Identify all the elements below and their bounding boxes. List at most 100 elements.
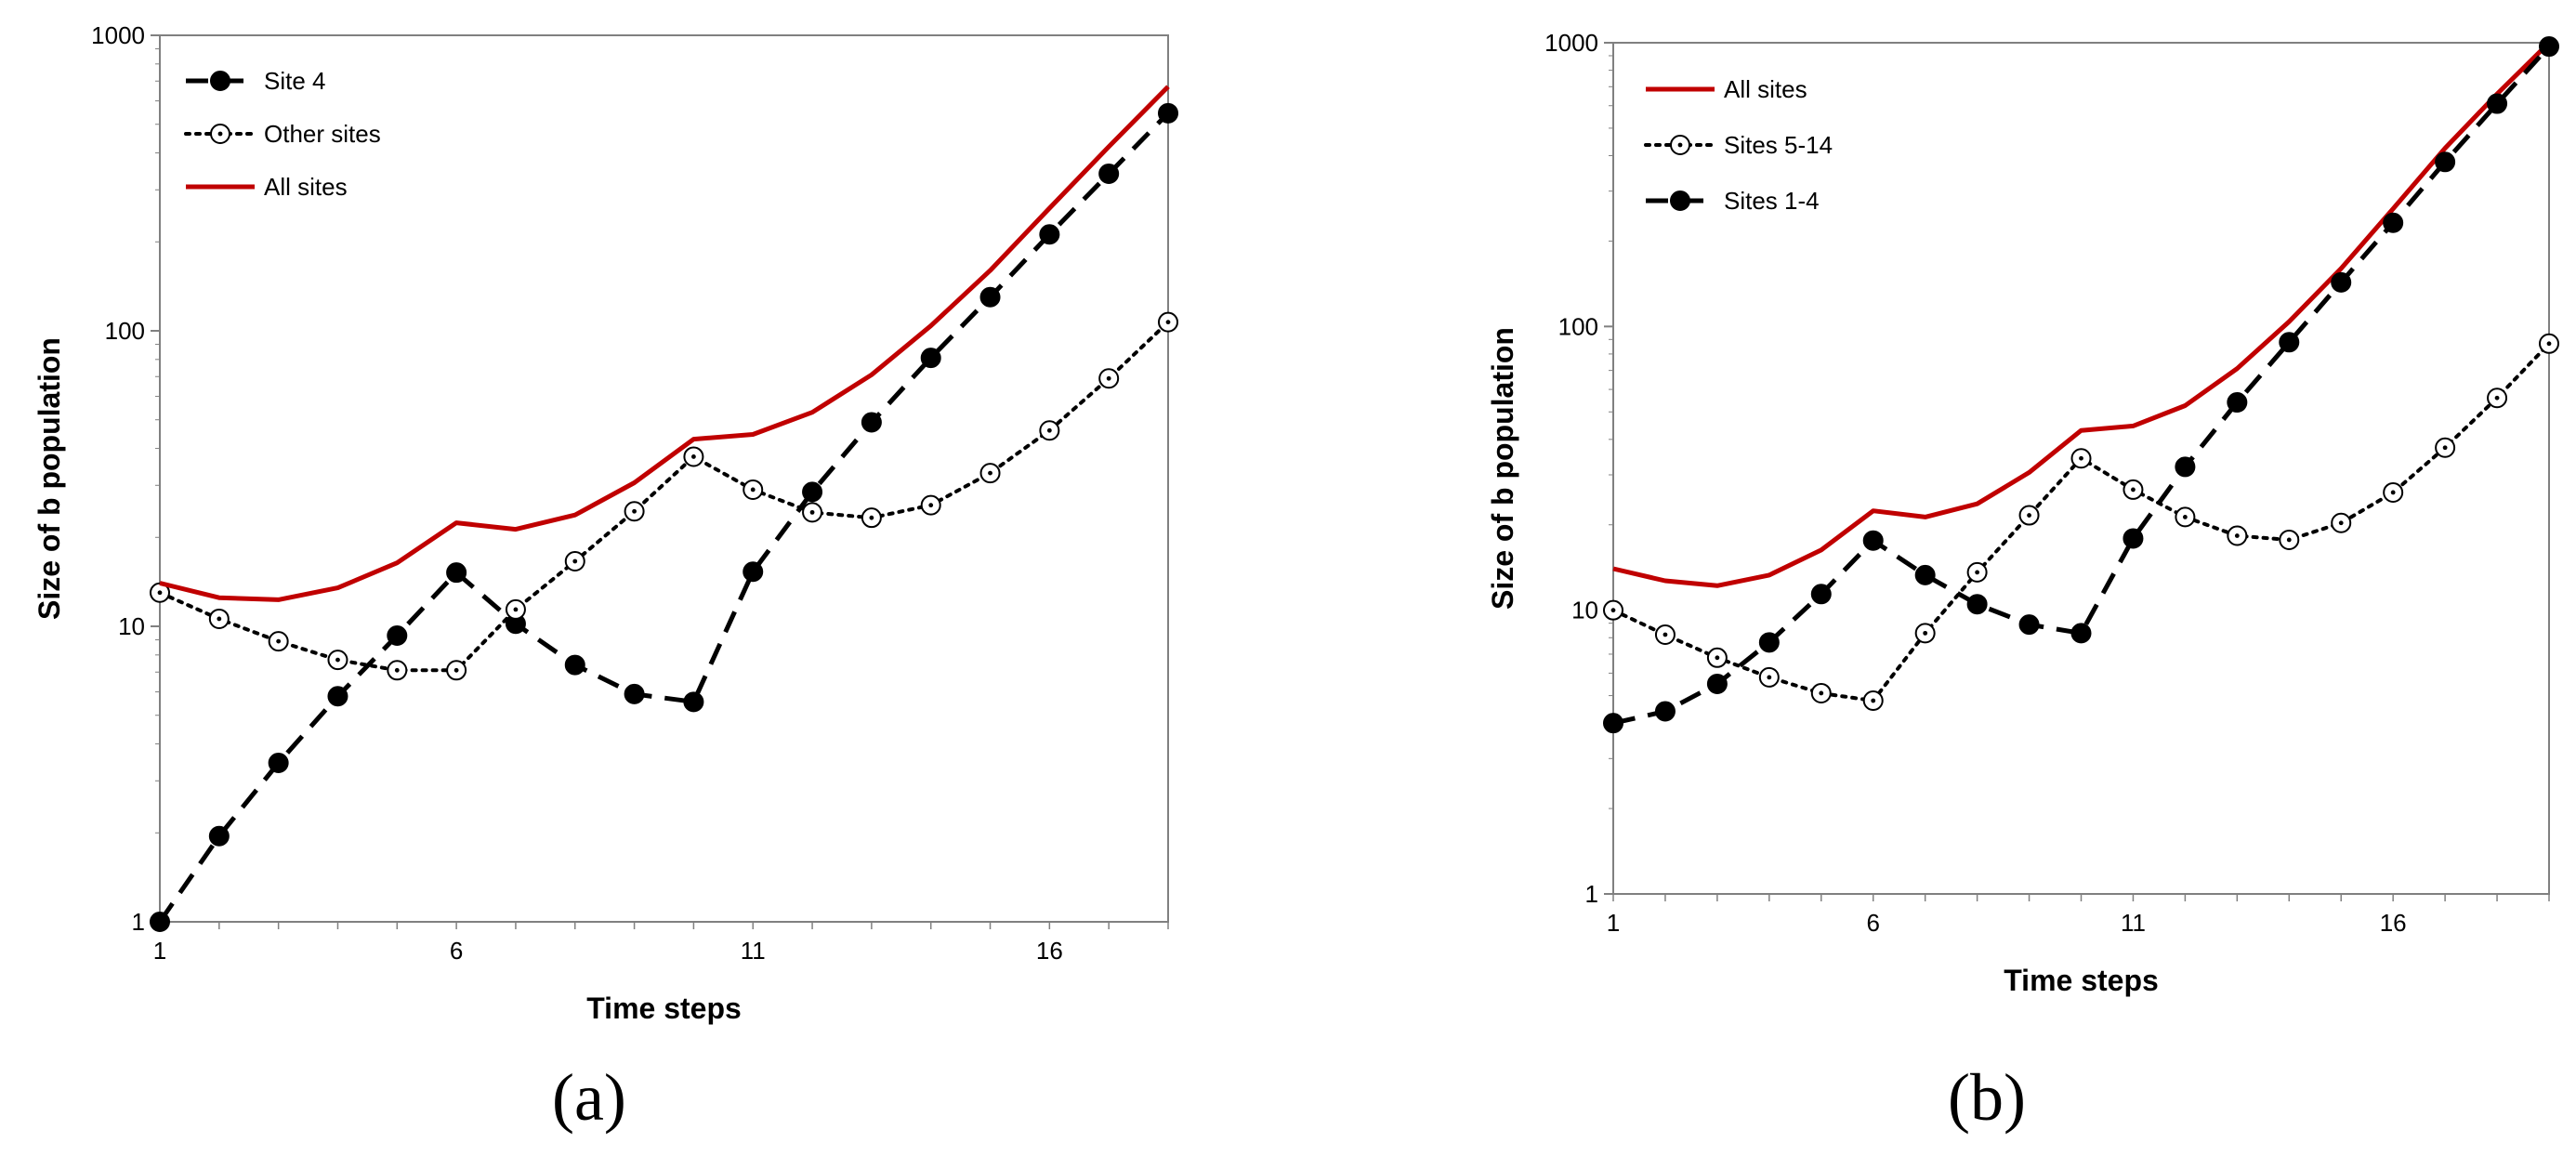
chart-b-data-point-center [2442,445,2448,451]
chart-a-series-line [157,112,1170,924]
chart-b-data-point [1914,564,1936,585]
panel-label-b: (b) [1948,1060,2026,1135]
chart-a-data-point [446,562,467,584]
chart-b-data-point [1654,701,1676,722]
chart-b-series-0 [1612,41,2551,588]
chart-a-data-point [861,412,882,433]
chart-b-y-tick-label: 1 [1585,880,1598,908]
chart-a-data-point [683,691,704,713]
chart-b-data-point-center [2131,487,2136,493]
chart-b-data-point [1810,584,1832,605]
chart-a-data-point-center [691,454,696,459]
chart-a-legend-label: Other sites [264,120,381,148]
chart-b-data-point-center [1923,630,1928,636]
chart-b-data-point-center [2546,341,2552,347]
chart-a-data-point-center [988,470,992,476]
chart-a-data-point [564,654,585,676]
chart-a-y-axis-label: Size of b population [33,337,66,620]
chart-b-data-point [2383,212,2404,233]
chart-b-series-1 [1603,333,2559,711]
chart-a-legend-label: All sites [264,173,348,201]
chart-b-data-point-center [1975,570,1980,575]
chart-b-x-tick-label: 6 [1866,909,1879,937]
chart-b-data-point-center [2182,515,2188,519]
chart-panel-b: 1 10 100 1000 1 6 11 16 Time steps Size of b popu… [1288,0,2576,1169]
chart-a-series-1 [150,311,1178,681]
chart-a-data-point [920,348,941,369]
chart-b-series-line [1611,341,2551,703]
chart-a-x-tick-label: 16 [1036,937,1063,965]
chart-b-data-point-center [1871,698,1876,703]
chart-a-data-point-center [928,503,934,508]
chart-b-data-point-center [1819,690,1824,696]
chart-a-data-point [979,286,1001,308]
chart-a-data-point [268,752,289,773]
chart-a-data-point-center [453,667,459,673]
chart-b-legend-marker [1670,190,1690,211]
chart-b-data-point-center [1610,608,1616,613]
chart-b-data-point-center [1715,655,1720,661]
chart-a-data-point [387,625,408,647]
chart-a-data-point-center [809,509,815,515]
chart-b-data-point [1603,713,1623,734]
chart-b-data-point-center [1663,632,1668,637]
chart-b-series-2 [1603,36,2559,734]
chart-a-legend-label: Site 4 [264,67,326,95]
chart-a-y-tick-label: 10 [118,612,145,640]
chart-a-series-0 [150,102,1178,932]
chart-b-data-point [2070,623,2092,644]
chart-b-data-point [2487,93,2508,114]
chart-b-data-point-center [2079,455,2083,461]
chart-b-x-tick-label: 1 [1607,909,1620,937]
chart-b-data-point [2539,36,2559,58]
chart-b-y-tick-label: 10 [1571,597,1598,624]
chart-b-data-point-center [2494,395,2500,401]
chart-a-data-point [327,686,348,707]
chart-b-data-point-center [2234,533,2240,538]
chart-a-data-point-center [1165,320,1171,325]
chart-a-data-point-center [394,667,400,673]
chart-b-data-point [2175,456,2196,478]
chart-b-data-point [2331,271,2352,293]
chart-a-plot-frame [159,34,1169,923]
chart-a-series-2 [159,85,1170,602]
chart-b-data-point [2018,614,2040,636]
chart-a-x-tick-label: 6 [450,937,463,965]
chart-a-data-point [1098,163,1120,184]
chart-a-data-point-center [632,508,637,514]
chart-b-data-point [1966,594,1988,615]
chart-b-series-line [1612,41,2551,588]
chart-b-data-point [1758,632,1780,653]
chart-b-legend: All sites Sites 5-14 Sites 1-4 [1644,75,1833,215]
chart-b-data-point-center [2338,520,2344,526]
chart-b-data-point [2435,151,2456,173]
chart-a-data-point-center [276,638,282,644]
chart-a-data-point-center [869,515,874,520]
chart-b-x-tick-label: 11 [2121,909,2146,937]
chart-panel-a: 1 10 100 1000 1 6 11 16 Time steps Size of b popu… [33,21,1178,1131]
chart-a-data-point-center [335,657,340,663]
chart-b-data-point [1862,530,1884,551]
chart-b-data-point-center [2390,490,2396,495]
chart-b-data-point [2123,528,2144,549]
chart-b-legend-marker-center [1677,142,1683,148]
chart-b-data-point [2279,332,2300,353]
chart-a-y-tick-label: 100 [105,317,145,345]
chart-b-y-tick-label: 100 [1558,312,1598,340]
chart-b-data-point-center [2027,513,2031,518]
chart-a-data-point-center [157,590,163,596]
chart-b-data-point [1706,673,1728,694]
chart-b-data-point-center [1767,675,1772,680]
chart-b-data-point-center [2286,537,2292,543]
chart-a-x-tick-label: 1 [153,937,166,965]
chart-b-y-tick-label: 1000 [1544,29,1598,57]
chart-b-x-tick-label: 16 [2380,909,2407,937]
chart-b-y-axis-label: Size of b population [1486,327,1519,610]
chart-a-data-point [802,481,823,503]
chart-b-legend-label: Sites 1-4 [1724,187,1820,215]
chart-b-legend-label: All sites [1724,75,1807,103]
chart-a-x-axis-label: Time steps [586,992,742,1025]
chart-a-legend-marker [210,71,230,91]
chart-a-data-point-center [1106,375,1111,381]
